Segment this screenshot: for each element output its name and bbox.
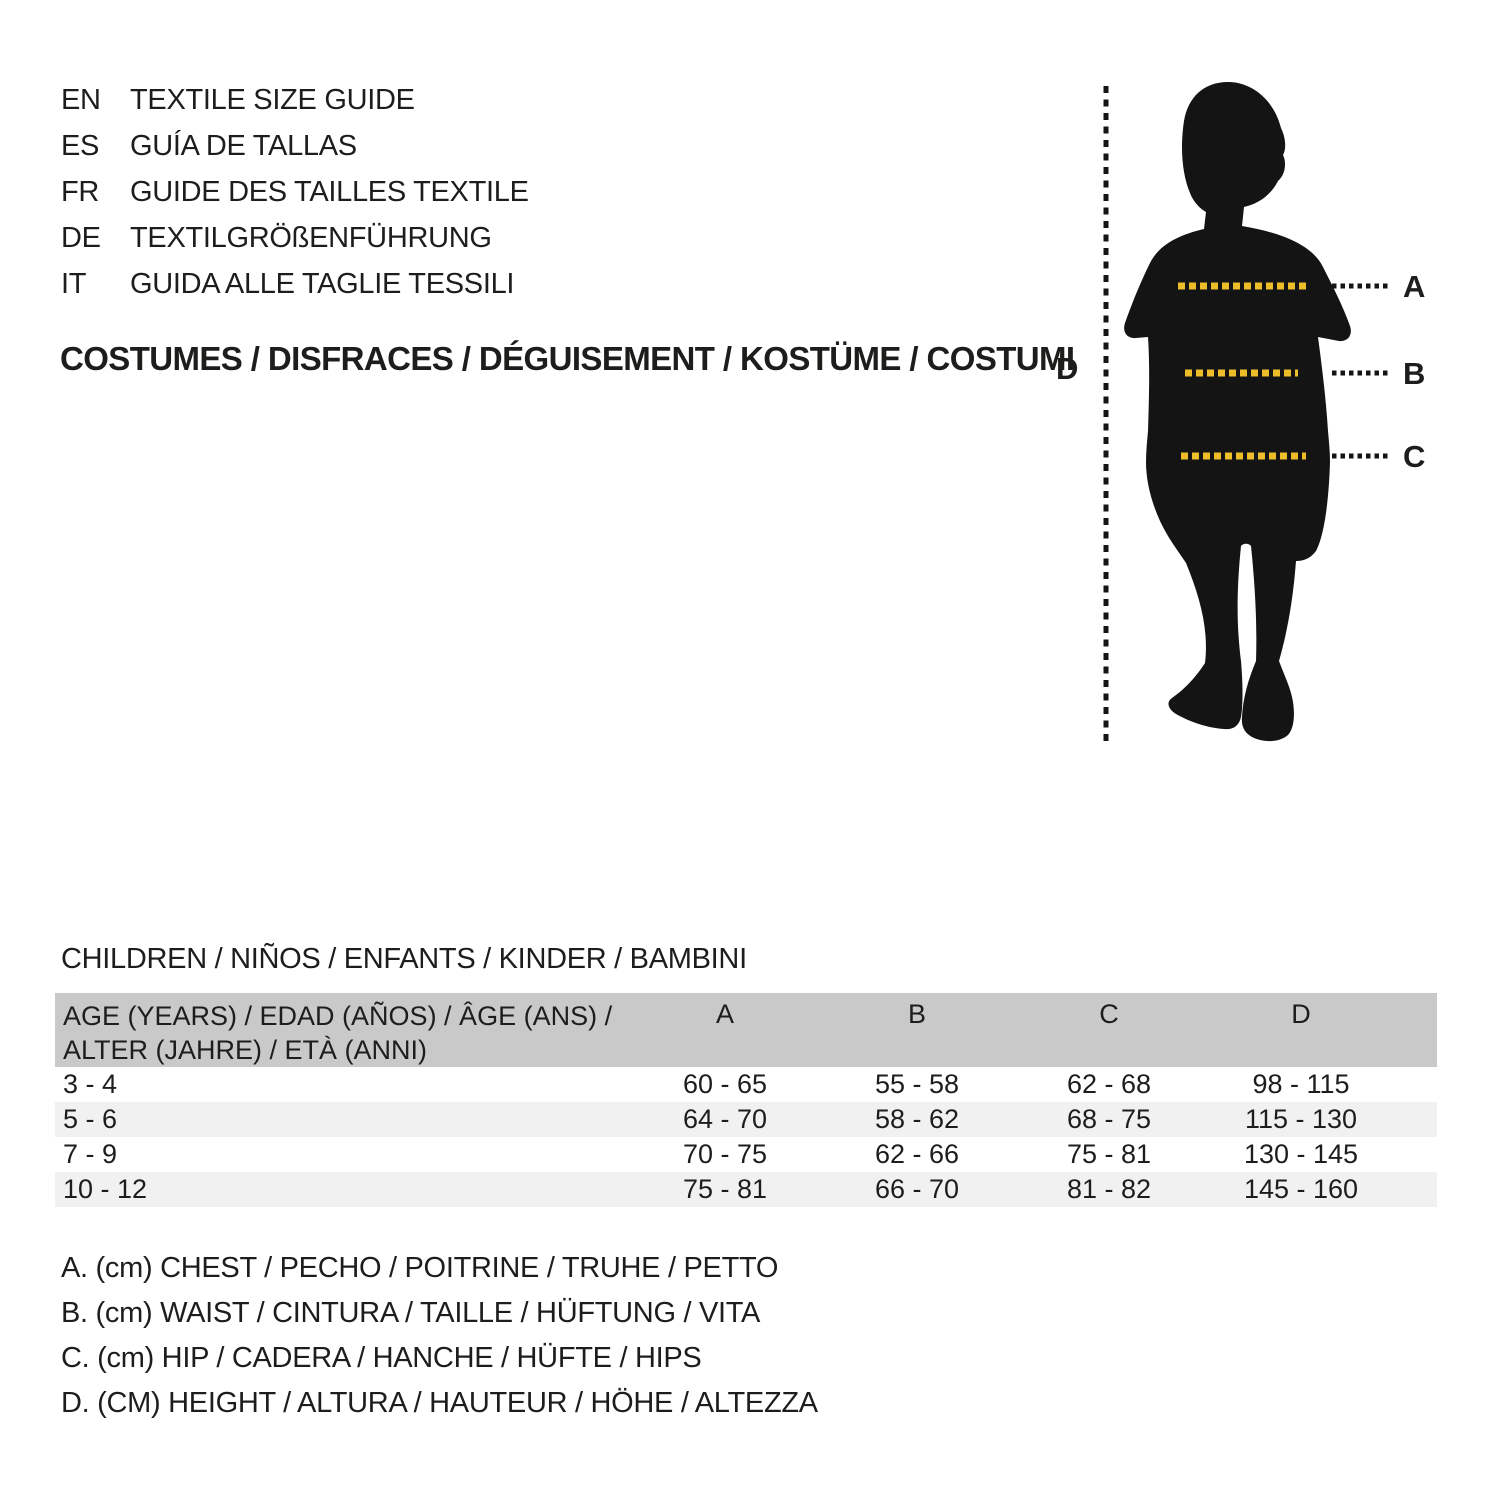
chest-cell: 75 - 81 [682, 1174, 768, 1204]
language-row-en: EN TEXTILE SIZE GUIDE [61, 77, 529, 123]
age-cell: 5 - 6 [63, 1104, 118, 1134]
waist-cell: 55 - 58 [874, 1069, 960, 1099]
language-row-fr: FR GUIDE DES TAILLES TEXTILE [61, 169, 529, 215]
child-silhouette-icon [1124, 82, 1351, 742]
chest-cell: 64 - 70 [682, 1104, 768, 1134]
height-cell: 115 - 130 [1244, 1104, 1358, 1134]
table-row: 3 - 4 60 - 65 55 - 58 62 - 68 98 - 115 [55, 1067, 1437, 1102]
table-row: 7 - 9 70 - 75 62 - 66 75 - 81 130 - 145 [55, 1137, 1437, 1172]
hip-cell: 68 - 75 [1066, 1104, 1152, 1134]
chest-cell: 60 - 65 [682, 1069, 768, 1099]
measure-label-b: B [1403, 356, 1426, 391]
language-row-it: IT GUIDA ALLE TAGLIE TESSILI [61, 261, 529, 307]
column-header-a: A [715, 999, 734, 1029]
height-cell: 130 - 145 [1243, 1139, 1359, 1169]
measurement-diagram [1103, 82, 1389, 744]
table-header-row: AGE (YEARS) / EDAD (AÑOS) / ÂGE (ANS) / … [55, 993, 1437, 1067]
language-list: EN TEXTILE SIZE GUIDE ES GUÍA DE TALLAS … [61, 77, 529, 307]
column-header-b: B [907, 999, 926, 1029]
age-cell: 3 - 4 [63, 1069, 118, 1099]
legend-line-a: A. (cm) CHEST / PECHO / POITRINE / TRUHE… [61, 1252, 779, 1284]
language-code: IT [61, 267, 87, 300]
legend-line-b: B. (cm) WAIST / CINTURA / TAILLE / HÜFTU… [61, 1297, 761, 1329]
hip-cell: 75 - 81 [1066, 1139, 1152, 1169]
column-header-d: D [1291, 999, 1311, 1029]
language-code: EN [61, 83, 101, 116]
age-cell: 10 - 12 [63, 1174, 148, 1204]
column-header-c: C [1099, 999, 1119, 1029]
height-cell: 98 - 115 [1252, 1069, 1350, 1099]
language-title: TEXTILGRÖßENFÜHRUNG [130, 221, 492, 254]
measure-label-a: A [1403, 269, 1426, 304]
waist-cell: 58 - 62 [874, 1104, 960, 1134]
measure-label-d: D [1056, 351, 1079, 386]
table-section-title: CHILDREN / NIÑOS / ENFANTS / KINDER / BA… [61, 943, 747, 975]
size-table: AGE (YEARS) / EDAD (AÑOS) / ÂGE (ANS) / … [55, 993, 1437, 1207]
hip-cell: 62 - 68 [1066, 1069, 1152, 1099]
table-row: 5 - 6 64 - 70 58 - 62 68 - 75 115 - 130 [55, 1102, 1437, 1137]
age-header-line1: AGE (YEARS) / EDAD (AÑOS) / ÂGE (ANS) / [63, 1001, 613, 1031]
age-column-header: AGE (YEARS) / EDAD (AÑOS) / ÂGE (ANS) / … [55, 993, 629, 1067]
language-code: DE [61, 221, 101, 254]
page-title: COSTUMES / DISFRACES / DÉGUISEMENT / KOS… [60, 340, 1075, 377]
language-code: FR [61, 175, 100, 208]
chest-cell: 70 - 75 [682, 1139, 768, 1169]
language-code: ES [61, 129, 100, 162]
language-title: TEXTILE SIZE GUIDE [130, 83, 415, 116]
language-title: GUIDE DES TAILLES TEXTILE [130, 175, 529, 208]
language-row-de: DE TEXTILGRÖßENFÜHRUNG [61, 215, 529, 261]
waist-cell: 66 - 70 [874, 1174, 960, 1204]
legend-line-c: C. (cm) HIP / CADERA / HANCHE / HÜFTE / … [61, 1342, 702, 1374]
header-spacer [1397, 993, 1437, 1067]
measure-label-c: C [1403, 439, 1426, 474]
language-title: GUIDA ALLE TAGLIE TESSILI [130, 267, 515, 300]
age-header-line2: ALTER (JAHRE) / ETÀ (ANNI) [63, 1035, 428, 1065]
hip-cell: 81 - 82 [1066, 1174, 1152, 1204]
language-row-es: ES GUÍA DE TALLAS [61, 123, 529, 169]
language-title: GUÍA DE TALLAS [130, 129, 357, 162]
measurement-legend: A. (cm) CHEST / PECHO / POITRINE / TRUHE… [61, 1246, 818, 1426]
waist-cell: 62 - 66 [874, 1139, 960, 1169]
age-cell: 7 - 9 [63, 1139, 118, 1169]
height-cell: 145 - 160 [1243, 1174, 1359, 1204]
legend-line-d: D. (CM) HEIGHT / ALTURA / HAUTEUR / HÖHE… [61, 1387, 818, 1419]
table-row: 10 - 12 75 - 81 66 - 70 81 - 82 145 - 16… [55, 1172, 1437, 1207]
